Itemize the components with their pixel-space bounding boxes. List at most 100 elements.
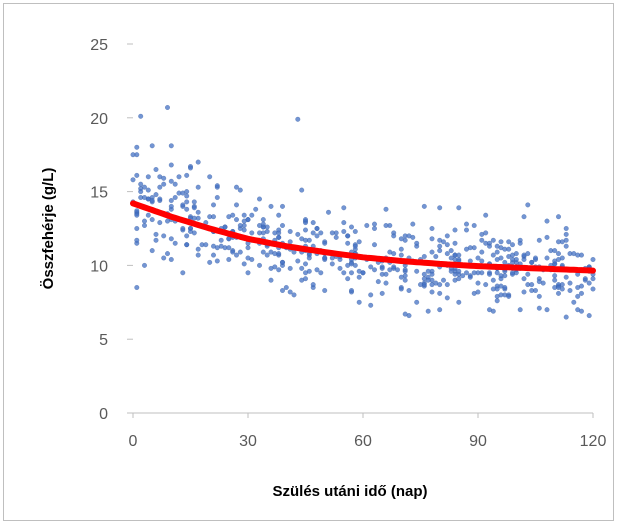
data-point — [272, 251, 278, 257]
data-point — [414, 299, 420, 305]
data-point — [303, 270, 309, 276]
data-point — [398, 252, 404, 258]
data-point — [567, 288, 573, 294]
data-point — [149, 217, 155, 223]
data-point — [479, 237, 485, 243]
data-point — [260, 221, 266, 227]
data-point — [437, 248, 443, 254]
data-point — [241, 212, 247, 218]
data-point — [341, 205, 347, 211]
data-point — [249, 230, 255, 236]
data-point — [490, 277, 496, 283]
data-point — [544, 307, 550, 313]
data-point — [218, 237, 224, 243]
data-point — [303, 261, 309, 267]
data-point — [299, 277, 305, 283]
data-point — [398, 286, 404, 292]
x-axis-ticks: 0 30 60 90 120 — [129, 413, 607, 450]
data-point — [287, 289, 293, 295]
data-point — [525, 202, 531, 208]
data-point — [494, 298, 500, 304]
data-point — [437, 290, 443, 296]
data-point — [149, 197, 155, 203]
data-point — [214, 194, 220, 200]
data-point — [138, 113, 144, 119]
data-point — [230, 249, 236, 255]
data-point — [521, 257, 527, 263]
data-point — [398, 274, 404, 280]
data-point — [180, 270, 186, 276]
data-point — [134, 208, 140, 214]
data-point — [195, 209, 201, 215]
data-point — [556, 239, 562, 245]
data-point — [241, 261, 247, 267]
y-tick-label: 10 — [90, 258, 108, 275]
data-point — [498, 239, 504, 245]
data-point — [414, 268, 420, 274]
data-point — [525, 251, 531, 257]
data-point — [318, 230, 324, 236]
data-point — [372, 267, 378, 273]
data-point — [540, 280, 546, 286]
data-point — [517, 307, 523, 313]
data-point — [187, 228, 193, 234]
data-point — [287, 228, 293, 234]
data-point — [498, 283, 504, 289]
data-point — [571, 299, 577, 305]
data-point — [406, 233, 412, 239]
data-point — [521, 214, 527, 220]
data-point — [134, 237, 140, 243]
x-tick-label: 30 — [239, 433, 257, 450]
data-point — [402, 267, 408, 273]
data-point — [184, 233, 190, 239]
data-point — [441, 277, 447, 283]
data-point — [456, 257, 462, 263]
data-point — [164, 251, 170, 257]
data-point — [567, 280, 573, 286]
data-point — [483, 282, 489, 288]
data-point — [444, 251, 450, 257]
data-point — [172, 194, 178, 200]
x-tick-label: 120 — [580, 433, 607, 450]
x-axis-title: Szülés utáni idő (nap) — [272, 483, 427, 500]
data-point — [287, 239, 293, 245]
data-point — [141, 194, 147, 200]
data-point — [333, 234, 339, 240]
trend-line — [130, 200, 596, 274]
data-point — [241, 222, 247, 228]
data-point — [134, 172, 140, 178]
x-tick-label: 0 — [129, 433, 138, 450]
data-point — [306, 255, 312, 261]
data-point — [195, 184, 201, 190]
data-point — [575, 285, 581, 291]
data-point — [494, 270, 500, 276]
data-point — [184, 193, 190, 199]
y-tick-label: 20 — [90, 111, 108, 128]
data-point — [176, 174, 182, 180]
x-tick-label: 90 — [469, 433, 487, 450]
data-point — [352, 243, 358, 249]
data-point — [464, 246, 470, 252]
y-axis-ticks: 0 5 10 15 20 25 — [90, 37, 133, 423]
data-point — [207, 259, 213, 265]
data-point — [563, 225, 569, 231]
data-point — [168, 236, 174, 242]
data-point — [391, 264, 397, 270]
data-point — [510, 270, 516, 276]
data-point — [479, 249, 485, 255]
data-point — [444, 295, 450, 301]
data-point — [429, 271, 435, 277]
data-point — [556, 285, 562, 291]
data-point — [490, 237, 496, 243]
data-point — [341, 220, 347, 226]
data-point — [130, 177, 136, 183]
data-point — [383, 280, 389, 286]
data-point — [329, 230, 335, 236]
data-point — [556, 214, 562, 220]
data-point — [590, 276, 596, 282]
data-point — [414, 240, 420, 246]
data-point — [372, 225, 378, 231]
data-point — [149, 248, 155, 254]
data-point — [130, 152, 136, 158]
data-point — [310, 282, 316, 288]
